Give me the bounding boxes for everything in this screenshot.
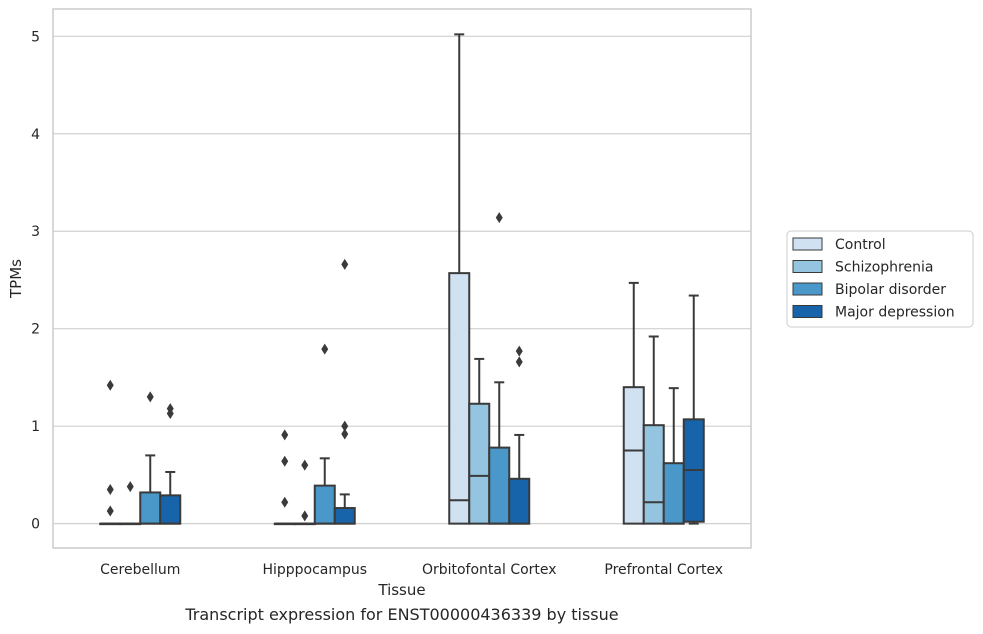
box-series: [99, 33, 705, 526]
box-major-depression: [159, 403, 182, 525]
outlier-point: [301, 459, 309, 471]
outlier-point: [495, 212, 503, 224]
y-tick-label: 3: [31, 224, 40, 240]
box-control: [448, 33, 471, 525]
outlier-point: [166, 407, 174, 419]
y-tick-label: 4: [31, 127, 40, 143]
outlier-point: [281, 496, 289, 508]
x-tick-label: Hipppocampus: [262, 562, 367, 578]
iqr-box: [642, 424, 665, 525]
outlier-point: [321, 343, 329, 355]
outlier-point: [341, 420, 349, 432]
iqr-box: [508, 477, 531, 525]
legend-frame: [786, 230, 974, 328]
x-tick-label: Prefrontal Cortex: [604, 562, 723, 578]
x-tick-label: Orbitofontal Cortex: [422, 562, 557, 578]
outlier-point: [126, 481, 134, 493]
box-schizophrenia: [293, 459, 316, 526]
outlier-point: [106, 484, 114, 496]
outlier-point: [146, 391, 154, 403]
outlier-point: [515, 356, 523, 368]
iqr-box: [622, 386, 645, 525]
box-bipolar-disorder: [488, 212, 511, 525]
x-tick-label: Cerebellum: [100, 562, 180, 578]
x-axis-label: Tissue: [377, 581, 425, 599]
box-control: [99, 379, 122, 526]
iqr-box: [662, 462, 685, 525]
box-control: [273, 429, 296, 526]
legend-swatch: [792, 237, 823, 251]
box-major-depression: [333, 258, 356, 525]
legend-swatch: [792, 260, 823, 273]
legend-label: Bipolar disorder: [835, 282, 946, 298]
y-tick-label: 5: [31, 29, 40, 45]
legend-label: Control: [835, 237, 886, 253]
box-schizophrenia: [119, 481, 142, 526]
outlier-point: [341, 258, 349, 270]
outlier-point: [341, 428, 349, 440]
box-control: [622, 281, 645, 525]
x-tick-labels: Cerebellum Hipppocampus Orbitofontal Corte…: [100, 562, 723, 578]
iqr-box: [468, 402, 491, 525]
y-tick-labels: 0 1 2 3 4 5: [31, 29, 40, 532]
box-schizophrenia: [468, 357, 491, 525]
box-major-depression: [508, 345, 531, 525]
box-major-depression: [682, 294, 705, 525]
legend: Control Schizophrenia Bipolar disorder Majo…: [786, 230, 974, 328]
iqr-box: [139, 491, 162, 525]
outlier-point: [106, 505, 114, 517]
legend-label: Schizophrenia: [835, 260, 933, 276]
iqr-box: [488, 446, 511, 525]
plot-frame: [52, 8, 752, 549]
outlier-point: [106, 379, 114, 391]
chart-caption: Transcript expression for ENST0000043633…: [185, 605, 619, 624]
outlier-point: [281, 429, 289, 441]
y-tick-label: 0: [31, 517, 40, 533]
box-bipolar-disorder: [139, 391, 162, 525]
y-axis-label: TPMs: [7, 259, 25, 299]
iqr-box: [448, 272, 471, 525]
box-bipolar-disorder: [313, 343, 336, 525]
box-bipolar-disorder: [662, 387, 685, 525]
outlier-point: [301, 510, 309, 522]
box-schizophrenia: [642, 335, 665, 525]
legend-label: Major depression: [835, 305, 955, 321]
outlier-point: [515, 345, 523, 357]
y-tick-label: 1: [31, 419, 40, 435]
y-tick-label: 2: [31, 322, 40, 338]
outlier-point: [281, 455, 289, 467]
iqr-box: [159, 494, 182, 525]
legend-swatch: [792, 282, 823, 296]
legend-swatch: [792, 305, 823, 318]
iqr-box: [313, 484, 336, 525]
iqr-box: [333, 507, 356, 525]
